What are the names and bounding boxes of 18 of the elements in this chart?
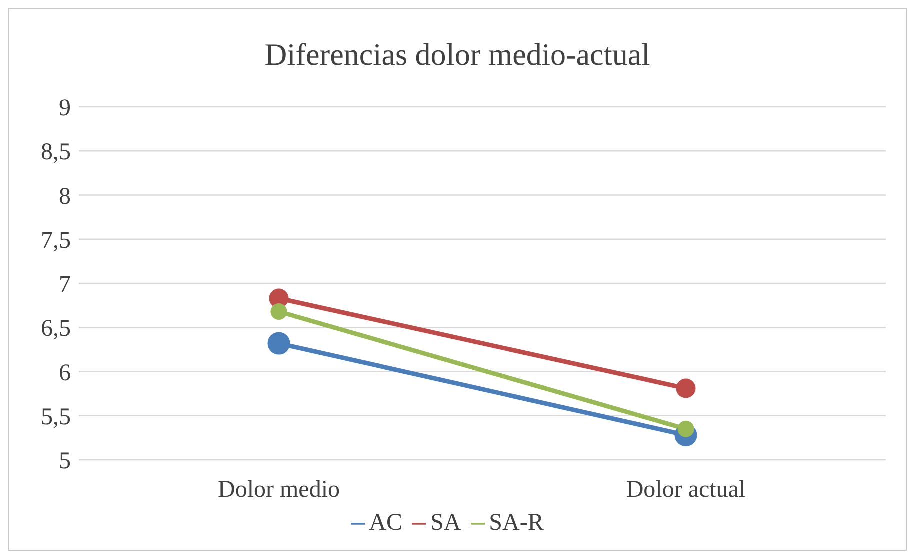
point xyxy=(270,303,288,320)
y-tick-label: 7,5 xyxy=(41,228,71,254)
y-tick-label: 8,5 xyxy=(41,140,71,166)
y-tick-label: 5 xyxy=(59,448,71,475)
y-tick-label: 8 xyxy=(59,184,71,210)
x-tick-label: Dolor medio xyxy=(218,477,340,504)
legend-label: SA xyxy=(430,510,462,536)
chart-title: Diferencias dolor medio-actual xyxy=(264,37,652,74)
y-tick-label: 9 xyxy=(59,96,71,122)
x-tick-label: Dolor actual xyxy=(626,477,746,504)
y-tick-label: 6 xyxy=(59,360,71,386)
legend-label: AC xyxy=(369,510,402,536)
y-tick-label: 5,5 xyxy=(41,404,71,430)
y-tick-label: 7 xyxy=(59,272,71,298)
y-tick-label: 6,5 xyxy=(41,316,71,342)
point xyxy=(268,332,290,355)
point xyxy=(676,378,696,398)
legend-label: SA-R xyxy=(489,510,544,536)
